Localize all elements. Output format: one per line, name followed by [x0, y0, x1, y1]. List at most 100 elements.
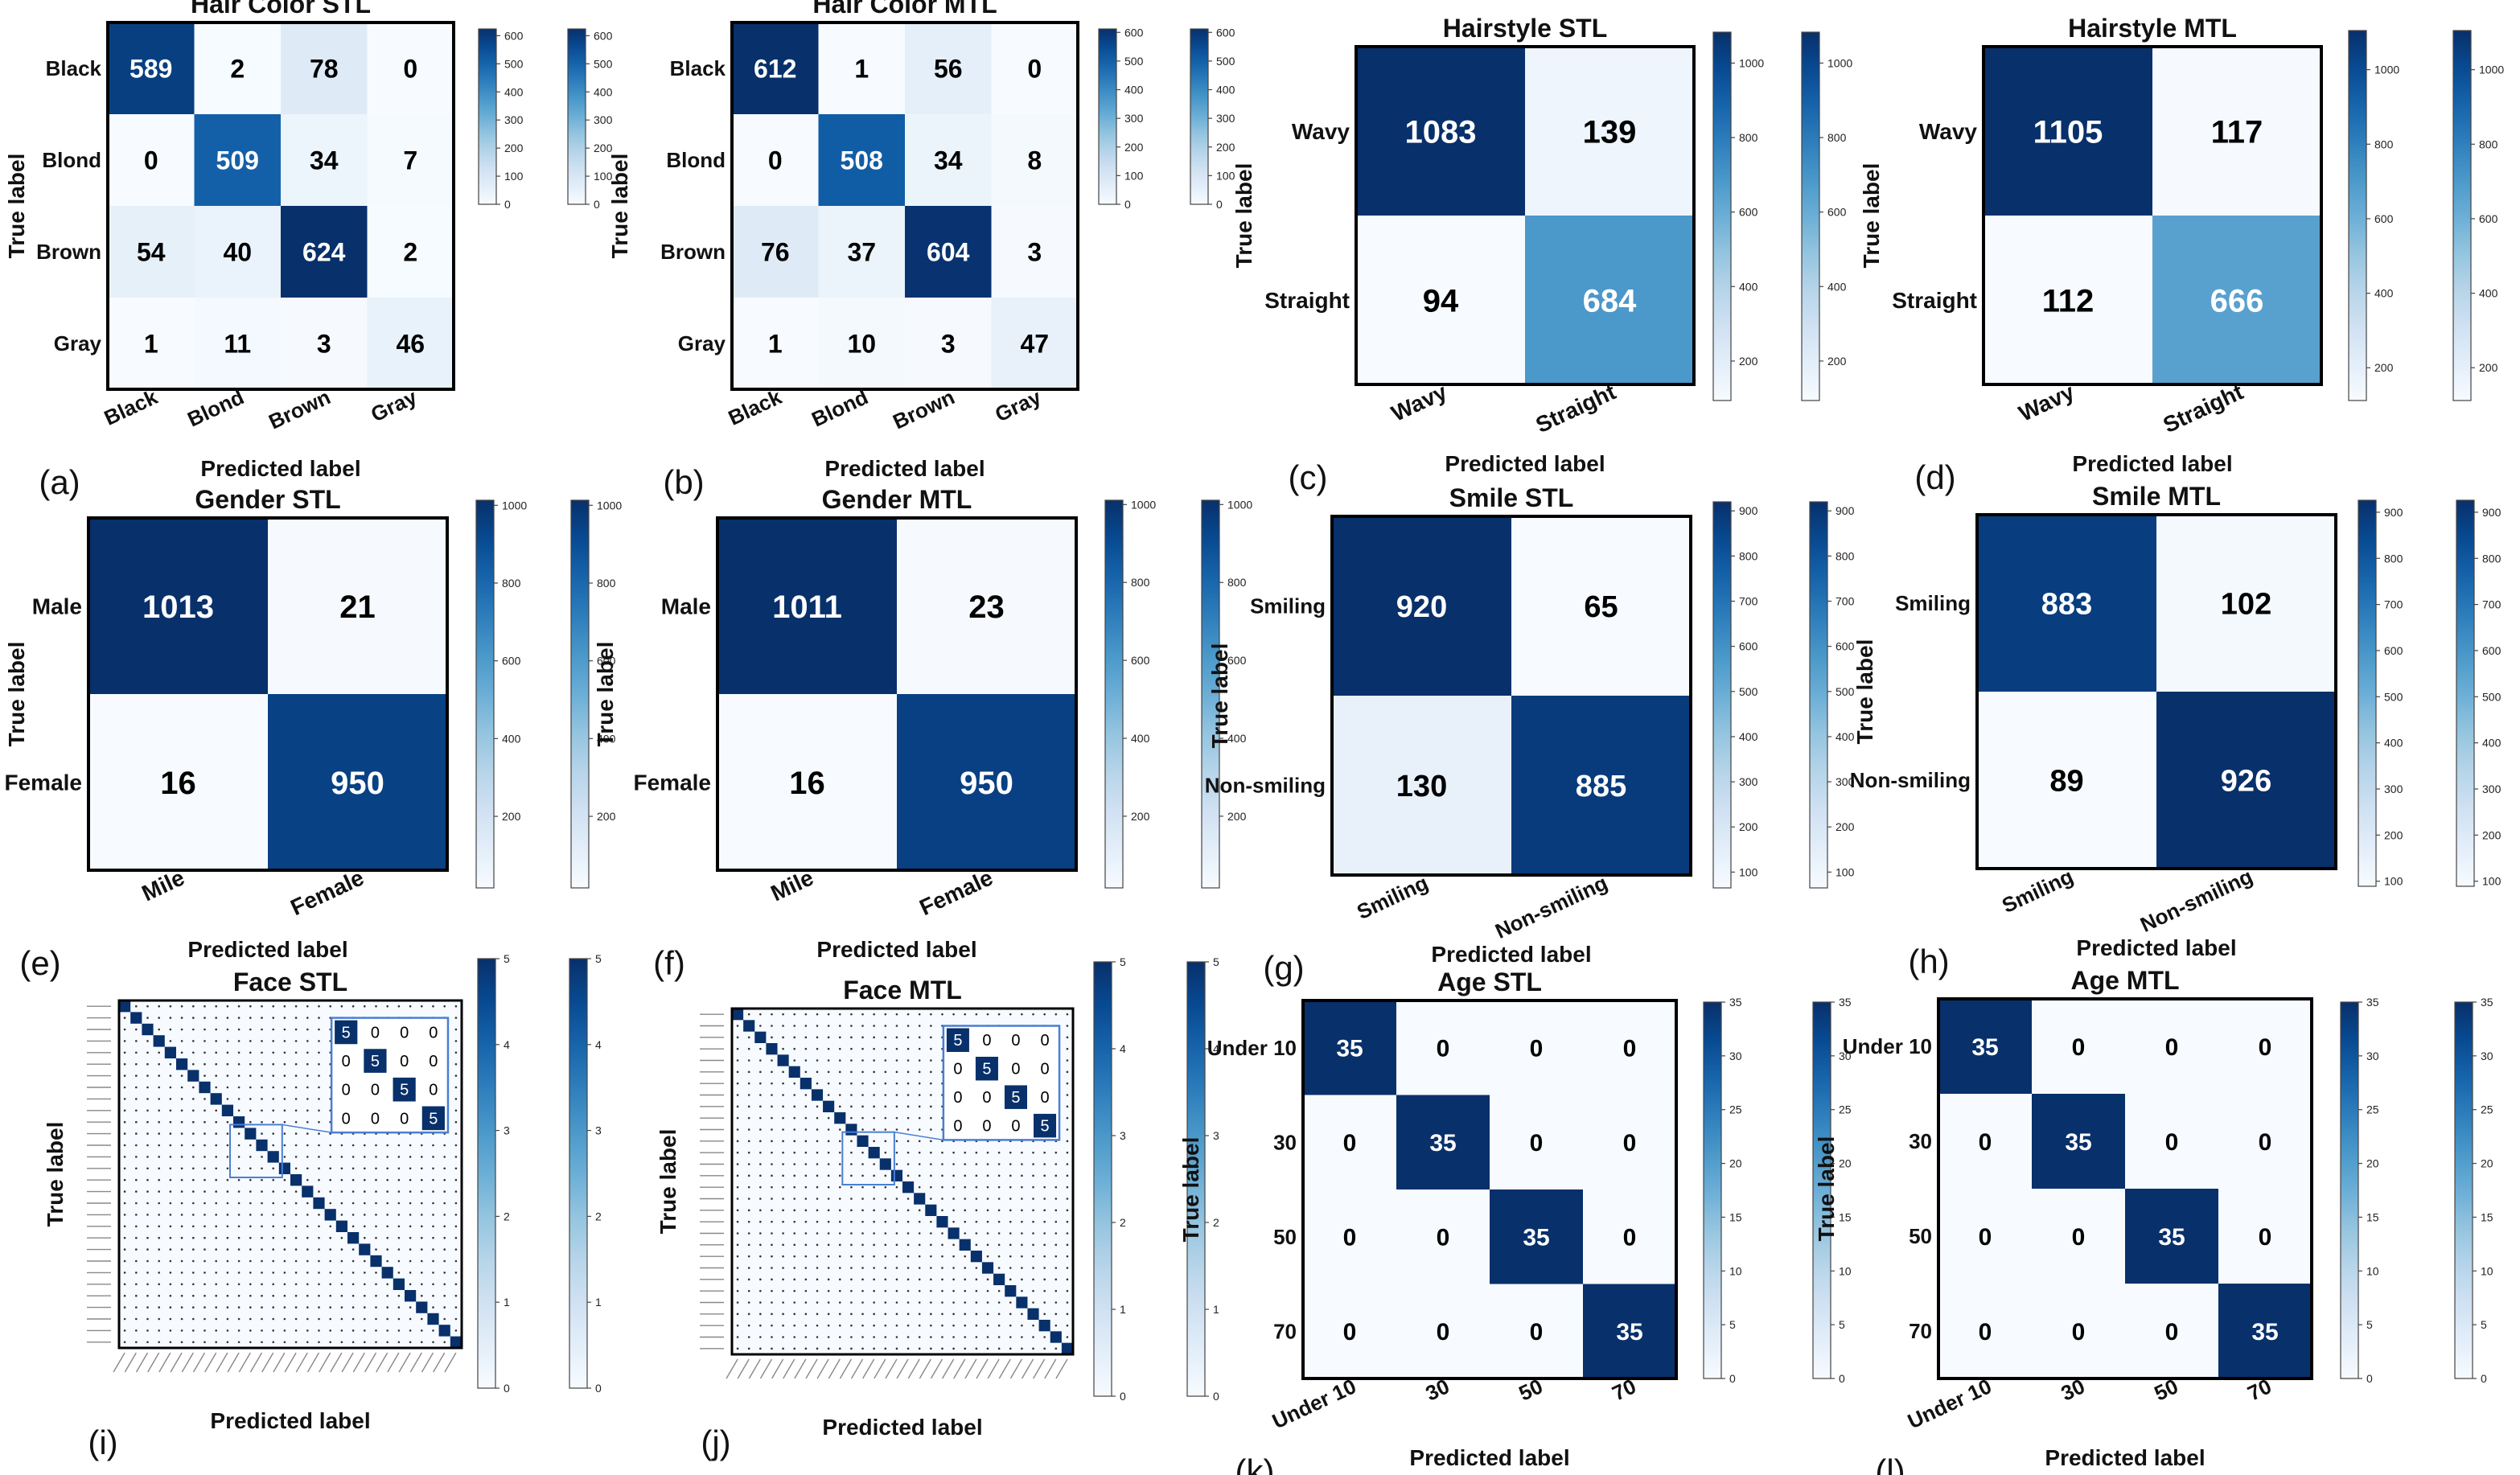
zero-cell-marker — [997, 1232, 1001, 1235]
zero-cell-marker — [272, 1341, 275, 1344]
zero-cell-marker — [283, 1017, 286, 1019]
zero-cell-marker — [318, 1051, 320, 1054]
zero-cell-marker — [318, 1272, 320, 1274]
zero-cell-marker — [782, 1140, 784, 1143]
zero-cell-marker — [782, 1185, 784, 1189]
zero-cell-marker — [918, 1047, 921, 1050]
zero-cell-marker — [261, 1040, 263, 1042]
zero-cell-marker — [432, 1236, 434, 1239]
zero-cell-marker — [884, 1336, 887, 1338]
zero-cell-marker — [443, 1225, 446, 1228]
zero-cell-marker — [135, 1306, 138, 1309]
zero-cell-marker — [793, 1116, 796, 1120]
colorbar-tick-label: 200 — [1216, 141, 1235, 154]
zero-cell-marker — [226, 1144, 229, 1147]
zero-cell-marker — [237, 1028, 240, 1031]
cell-value-label: 0 — [1530, 1130, 1544, 1157]
zero-cell-marker — [409, 1259, 412, 1263]
zero-cell-marker — [169, 1098, 172, 1100]
zero-cell-marker — [454, 1132, 458, 1135]
colorbar-tick-label: 15 — [1839, 1210, 1852, 1223]
zero-cell-marker — [975, 1267, 978, 1269]
zero-cell-marker — [952, 1163, 955, 1165]
zero-cell-marker — [123, 1329, 126, 1332]
inset-cell-value: 0 — [371, 1024, 380, 1042]
y-tick-label: Under 10 — [1207, 1036, 1297, 1060]
zero-cell-marker — [906, 1036, 910, 1039]
zero-cell-marker — [261, 1120, 263, 1124]
x-tick-stub — [839, 1358, 853, 1379]
zero-cell-marker — [203, 1190, 206, 1193]
zero-cell-marker — [340, 1167, 343, 1170]
zero-cell-marker — [771, 1313, 773, 1316]
plot-frame — [1330, 515, 1692, 877]
zero-cell-marker — [454, 1236, 458, 1239]
zero-cell-marker — [782, 1255, 784, 1258]
colorbar-gradient — [1190, 28, 1209, 205]
zero-cell-marker — [997, 1209, 1001, 1212]
zero-cell-marker — [906, 1047, 910, 1050]
y-tick-label: Blond — [42, 148, 101, 172]
zero-cell-marker — [432, 1167, 434, 1170]
colorbar-gradient — [1712, 31, 1732, 401]
zero-cell-marker — [1009, 1313, 1012, 1316]
zero-cell-marker — [272, 1317, 275, 1321]
zero-cell-marker — [215, 1236, 218, 1239]
zero-cell-marker — [421, 1225, 423, 1228]
zero-cell-marker — [930, 1220, 932, 1223]
zero-cell-marker — [804, 1232, 808, 1235]
zero-cell-marker — [816, 1267, 819, 1269]
zero-cell-marker — [771, 1036, 773, 1039]
zero-cell-marker — [1032, 1267, 1034, 1269]
zero-cell-marker — [226, 1317, 229, 1321]
x-tick-label: Brown — [265, 384, 334, 433]
colorbar-tick-label: 500 — [1739, 685, 1758, 698]
zero-cell-marker — [759, 1336, 762, 1338]
zero-cell-marker — [283, 1283, 286, 1286]
colorbar-tick-label: 900 — [2384, 506, 2403, 519]
colorbar-gradient — [1809, 501, 1828, 889]
zero-cell-marker — [397, 1259, 401, 1263]
heatmap-cell — [1303, 1189, 1396, 1284]
zero-cell-marker — [1054, 1267, 1058, 1269]
zero-cell-marker — [364, 1214, 366, 1216]
zero-cell-marker — [827, 1185, 830, 1189]
zero-cell-marker — [351, 1317, 355, 1321]
zero-cell-marker — [421, 1178, 423, 1181]
zero-cell-marker — [397, 1317, 401, 1321]
zero-cell-marker — [1043, 1151, 1046, 1154]
heatmap-cell — [2218, 1094, 2312, 1189]
zero-cell-marker — [804, 1094, 808, 1096]
zero-cell-marker — [759, 1278, 762, 1281]
zero-cell-marker — [816, 1220, 819, 1223]
colorbar-tick-label: 200 — [1827, 355, 1847, 368]
zero-cell-marker — [804, 1198, 808, 1200]
zero-cell-marker — [1009, 1185, 1012, 1189]
zero-cell-marker — [1066, 1209, 1069, 1212]
zero-cell-marker — [318, 1190, 320, 1193]
x-tick-stub — [158, 1352, 171, 1373]
zero-cell-marker — [747, 1128, 750, 1131]
zero-cell-marker — [1009, 1151, 1012, 1154]
x-tick-stub — [885, 1358, 898, 1379]
zero-cell-marker — [793, 1025, 796, 1027]
zero-cell-marker — [1066, 1151, 1069, 1154]
zero-cell-marker — [1032, 1336, 1034, 1338]
zero-cell-marker — [861, 1347, 864, 1350]
heatmap-cell — [991, 114, 1078, 206]
cell-value-label: 1011 — [772, 590, 842, 625]
zero-cell-marker — [318, 1329, 320, 1332]
zero-cell-marker — [135, 1005, 138, 1008]
zero-cell-marker — [793, 1220, 796, 1223]
zero-cell-marker — [169, 1132, 172, 1135]
zero-cell-marker — [306, 1144, 309, 1147]
colorbar-tick-label: 0 — [2481, 1372, 2487, 1385]
zero-cell-marker — [771, 1220, 773, 1223]
zero-cell-marker — [283, 1329, 286, 1332]
zero-cell-marker — [158, 1167, 160, 1170]
heatmap-cell — [1583, 1000, 1676, 1095]
zero-cell-marker — [432, 1248, 434, 1251]
